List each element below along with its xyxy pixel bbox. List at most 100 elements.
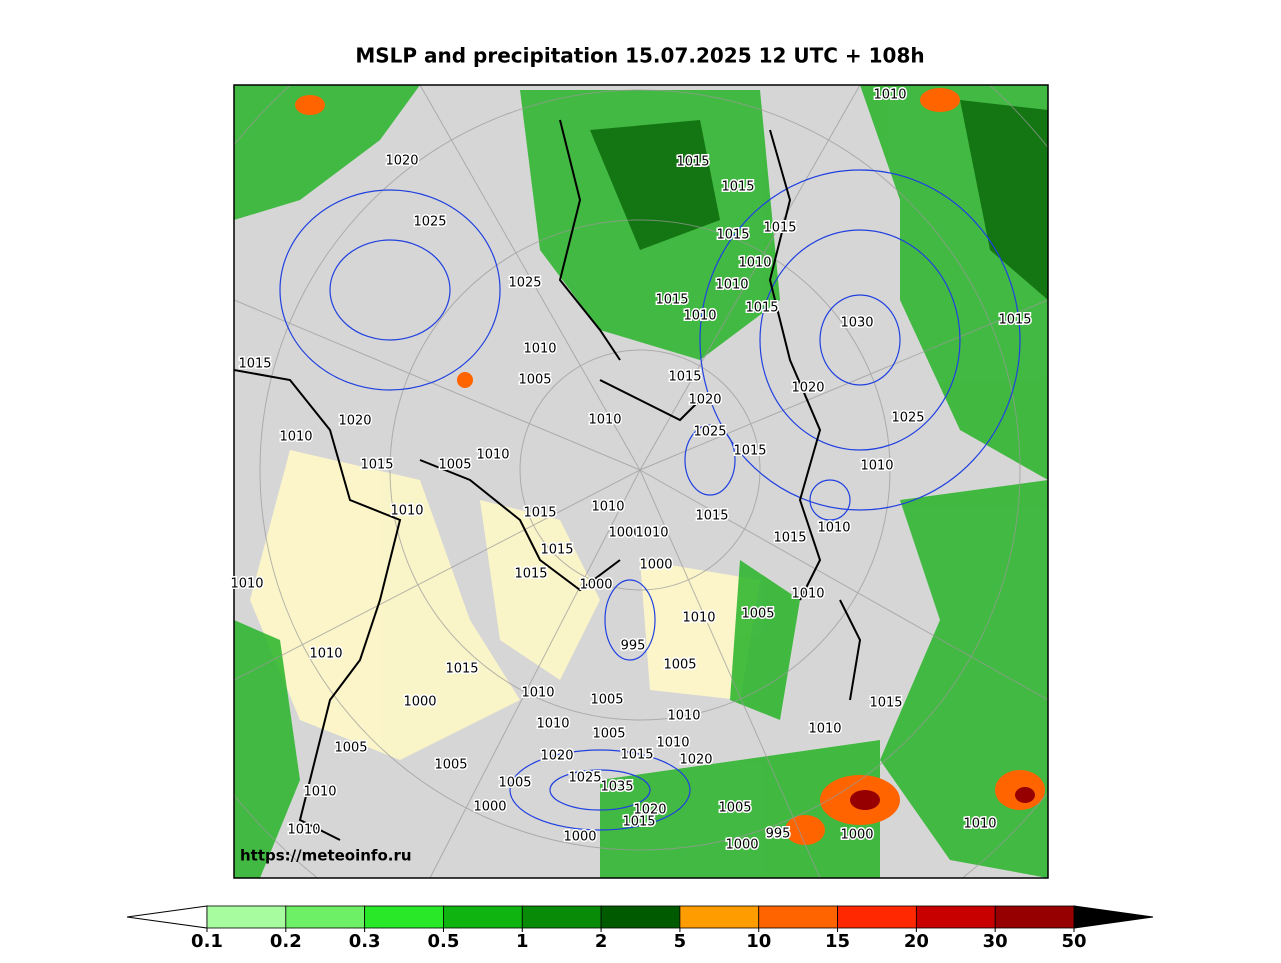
isobar-label: 1015 xyxy=(540,543,573,558)
isobar-label: 1000 xyxy=(563,830,596,845)
colorbar-segment xyxy=(600,905,681,929)
isobar-label: 1010 xyxy=(656,736,689,751)
isobar-label: 1020 xyxy=(540,749,573,764)
isobar-label: 1015 xyxy=(998,313,1031,328)
isobar-label: 1010 xyxy=(523,342,556,357)
isobar-label: 1005 xyxy=(718,801,751,816)
isobar-label: 1000 xyxy=(639,558,672,573)
isobar-label: 1005 xyxy=(518,373,551,388)
isobar-label: 1005 xyxy=(434,758,467,773)
colorbar-segment xyxy=(758,905,838,929)
isobar-label: 1015 xyxy=(655,293,688,308)
isobar-label: 1005 xyxy=(590,693,623,708)
isobar-label: 1010 xyxy=(309,647,342,662)
isobar-label: 1015 xyxy=(721,180,754,195)
isobar-label: 1005 xyxy=(741,607,774,622)
isobar-label: 1015 xyxy=(716,228,749,243)
isobar-label: 1010 xyxy=(873,88,906,103)
isobar-label: 1010 xyxy=(791,587,824,602)
colorbar-tick-label: 0.1 xyxy=(191,931,223,952)
isobar-label: 1010 xyxy=(588,413,621,428)
isobar-label: 1010 xyxy=(860,459,893,474)
colorbar-tick-label: 0.2 xyxy=(270,931,302,952)
isobar-label: 1005 xyxy=(438,458,471,473)
colorbar-tick-label: 0.3 xyxy=(349,931,381,952)
colorbar-segment xyxy=(443,905,523,929)
colorbar-segment xyxy=(364,905,444,929)
colorbar-tick-label: 2 xyxy=(595,931,608,952)
isobar-label: 1010 xyxy=(738,256,771,271)
isobar-label: 1020 xyxy=(791,381,824,396)
isobar-label: 1005 xyxy=(334,741,367,756)
isobar-label: 1015 xyxy=(445,662,478,677)
isobar-label: 1000 xyxy=(840,828,873,843)
isobar-label: 1010 xyxy=(536,717,569,732)
isobar-label: 1005 xyxy=(498,776,531,791)
isobar-label: 1025 xyxy=(568,771,601,786)
isobar-label: 1010 xyxy=(521,686,554,701)
isobar-label: 1015 xyxy=(869,696,902,711)
isobar-label: 1035 xyxy=(600,780,633,795)
isobar-label: 1015 xyxy=(622,815,655,830)
isobar-label: 1015 xyxy=(238,357,271,372)
colorbar-tick-label: 5 xyxy=(674,931,687,952)
isobar-label: 1020 xyxy=(679,753,712,768)
isobar-label: 1000 xyxy=(608,526,641,541)
isobar-label: 1010 xyxy=(390,504,423,519)
isobar-label: 1020 xyxy=(385,154,418,169)
colorbar-segment xyxy=(994,905,1075,929)
isobar-label: 1015 xyxy=(763,221,796,236)
isobar-label: 1010 xyxy=(963,817,996,832)
isobar-label: 1020 xyxy=(633,803,666,818)
isobar-label: 1015 xyxy=(514,567,547,582)
isobar-label: 1010 xyxy=(279,430,312,445)
isobar-label: 1010 xyxy=(476,448,509,463)
isobar-label: 1010 xyxy=(682,611,715,626)
isobar-label: 1015 xyxy=(523,506,556,521)
isobar-label: 1010 xyxy=(635,526,668,541)
isobar-label: 1025 xyxy=(891,411,924,426)
isobar-label: 1015 xyxy=(733,444,766,459)
isobar-label: 1015 xyxy=(695,509,728,524)
isobar-label: 1015 xyxy=(620,748,653,763)
colorbar-segment xyxy=(679,905,760,929)
isobar-label: 1015 xyxy=(745,301,778,316)
colorbar-segment xyxy=(915,905,996,929)
colorbar-tick-label: 30 xyxy=(983,931,1008,952)
map xyxy=(234,85,1048,878)
colorbar-tick-label: 10 xyxy=(746,931,771,952)
isobar-label: 1025 xyxy=(693,425,726,440)
title: MSLP and precipitation 15.07.2025 12 UTC… xyxy=(355,44,924,68)
colorbar-segment xyxy=(285,905,366,929)
colorbar-tick-label: 1 xyxy=(516,931,529,952)
colorbar-under xyxy=(126,905,208,929)
isobar-label: 1025 xyxy=(413,215,446,230)
colorbar-tick-label: 15 xyxy=(825,931,850,952)
colorbar-tick-label: 0.5 xyxy=(428,931,460,952)
isobar-label: 1015 xyxy=(360,458,393,473)
map-frame xyxy=(233,84,1049,879)
watermark: https://meteoinfo.ru xyxy=(240,847,412,865)
isobar-label: 1010 xyxy=(667,709,700,724)
isobar-label: 1000 xyxy=(473,800,506,815)
isobar-label: 1010 xyxy=(303,785,336,800)
isobar-label: 1000 xyxy=(579,578,612,593)
isobar-label: 1020 xyxy=(338,414,371,429)
isobar-label: 1030 xyxy=(840,316,873,331)
colorbar-tick-label: 50 xyxy=(1061,931,1086,952)
colorbar-tick-label: 20 xyxy=(904,931,929,952)
isobar-label: 1010 xyxy=(817,521,850,536)
isobar-label: 1000 xyxy=(725,838,758,853)
isobar-label: 995 xyxy=(766,827,791,842)
isobar-label: 1020 xyxy=(688,393,721,408)
isobar-label: 1015 xyxy=(676,155,709,170)
isobar-label: 1010 xyxy=(808,722,841,737)
isobar-label: 995 xyxy=(621,639,646,654)
isobar-label: 1005 xyxy=(592,727,625,742)
isobar-label: 1000 xyxy=(403,695,436,710)
isobar-label: 1010 xyxy=(715,278,748,293)
isobar-label: 1010 xyxy=(591,500,624,515)
colorbar-segment xyxy=(206,905,287,929)
isobar-label: 1025 xyxy=(508,276,541,291)
isobar-label: 1010 xyxy=(230,577,263,592)
